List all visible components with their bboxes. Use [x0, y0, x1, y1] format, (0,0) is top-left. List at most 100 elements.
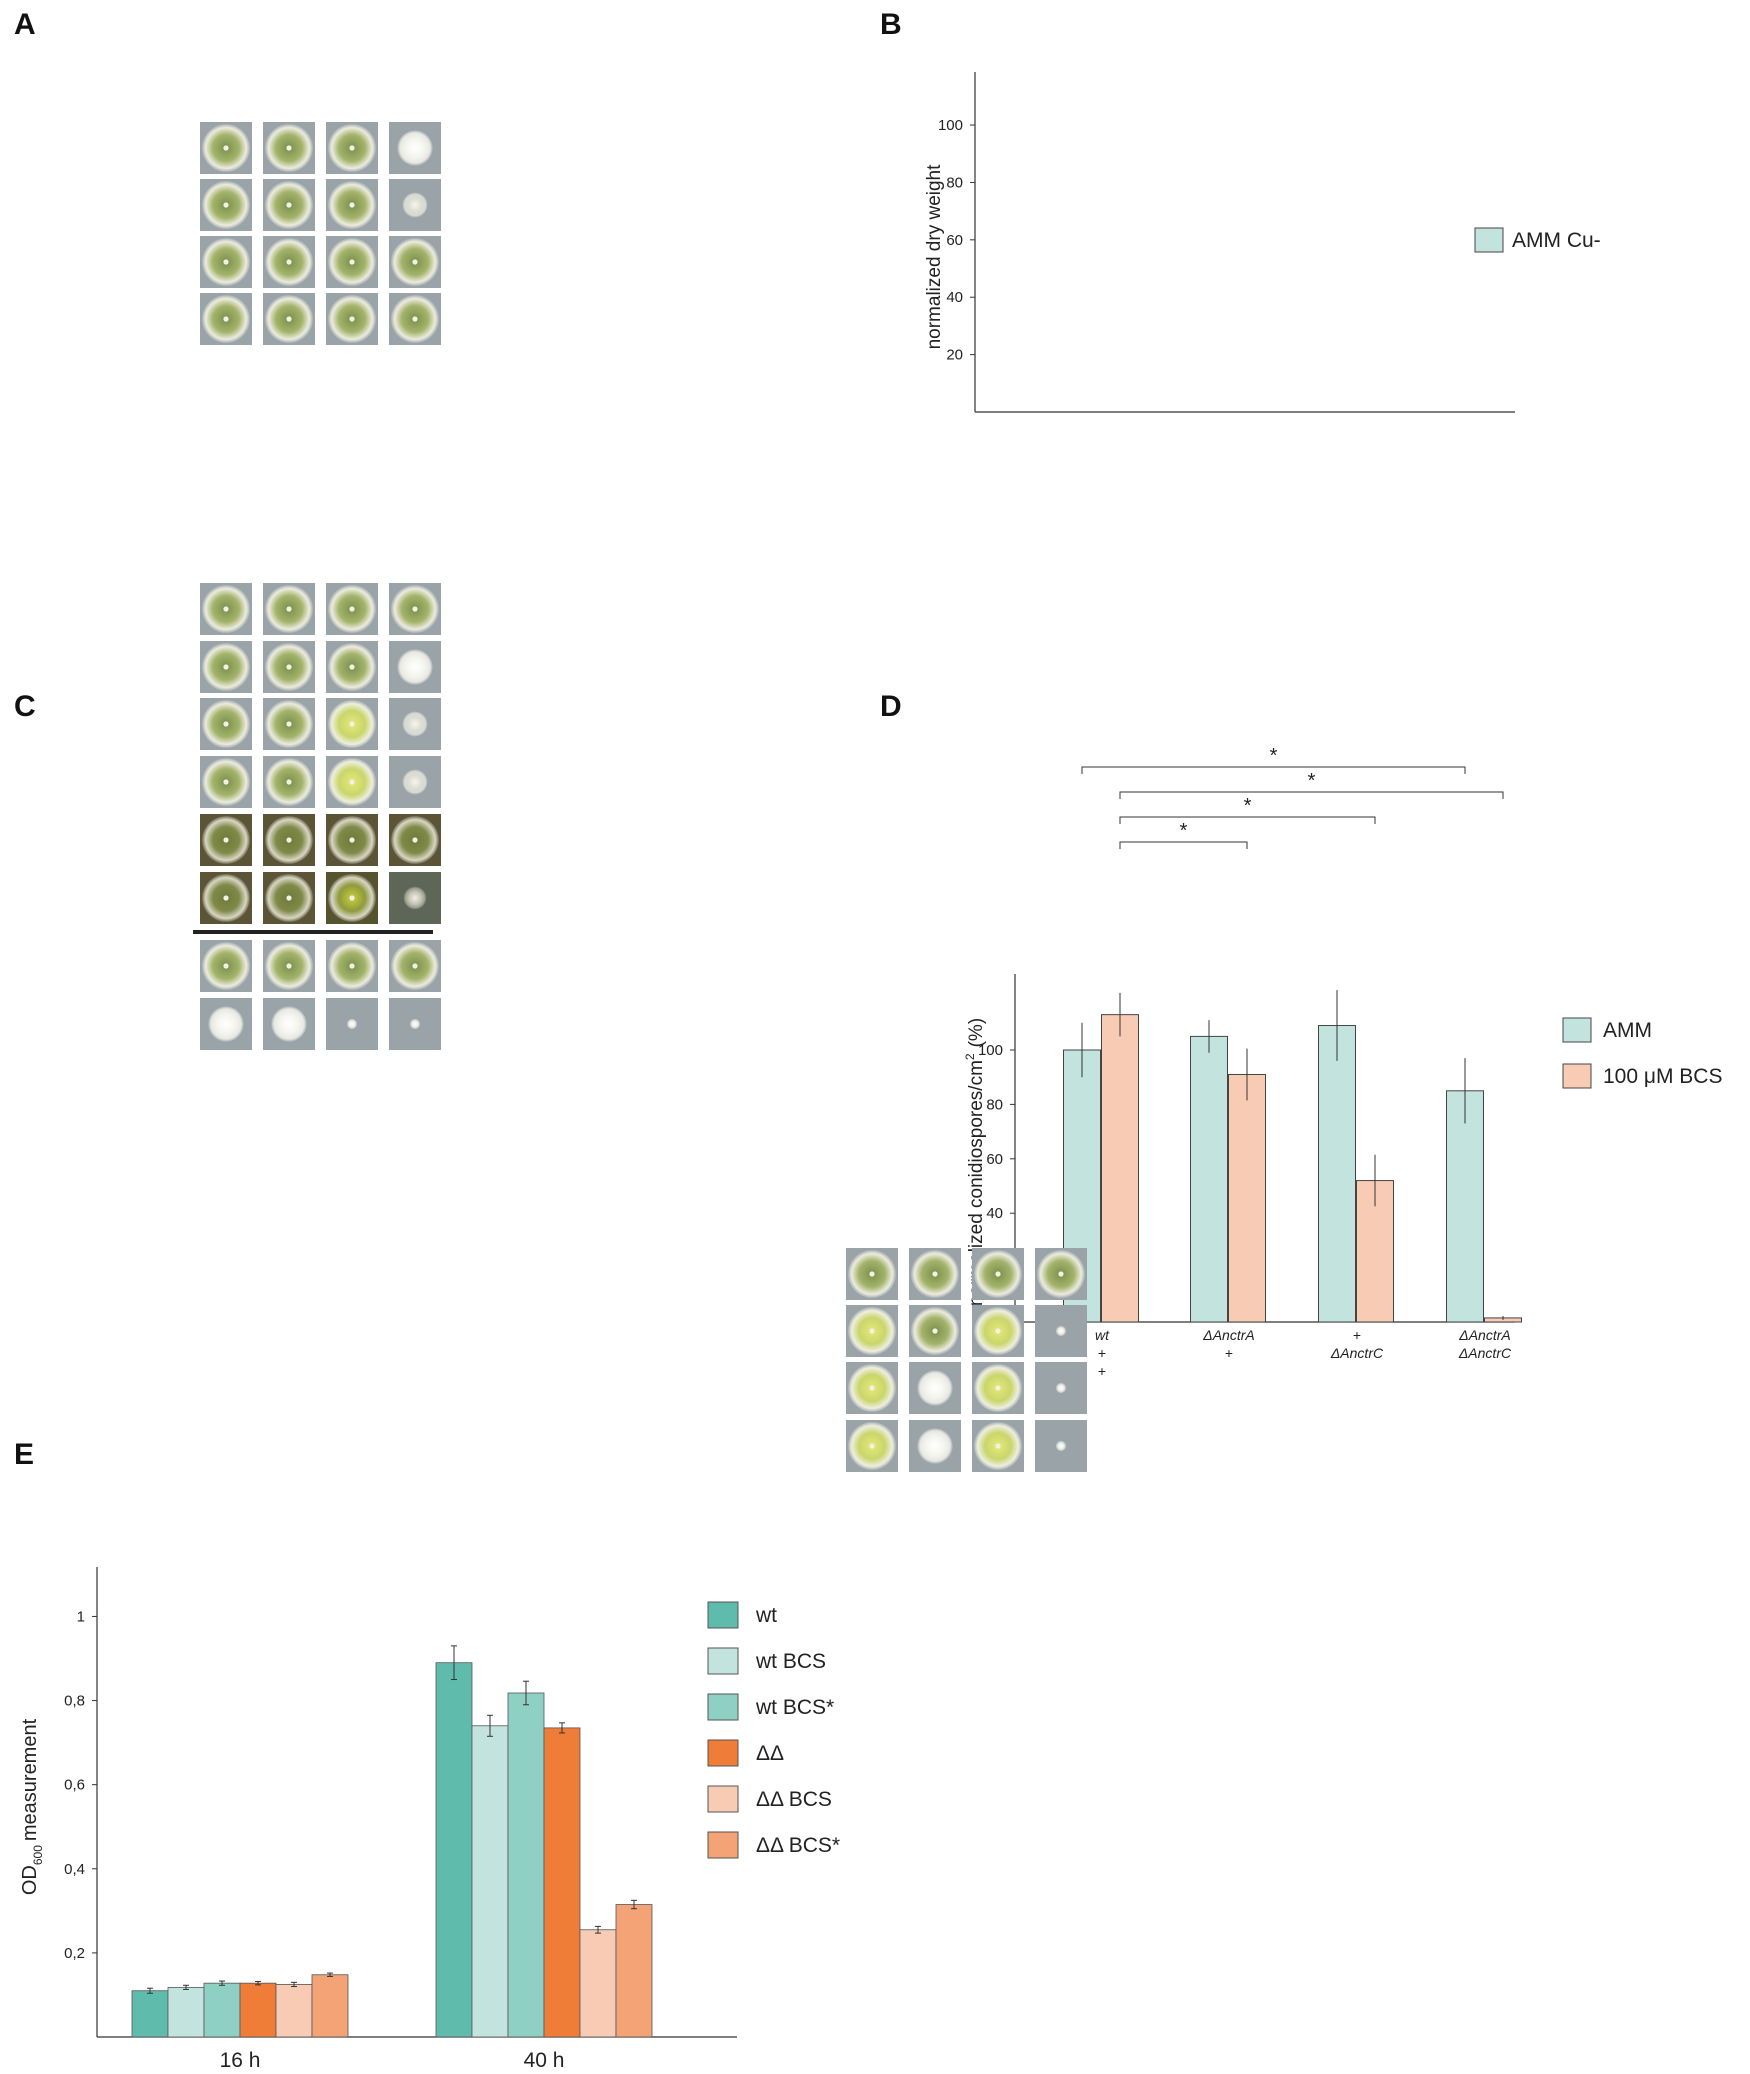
y-tick-label: 0,2 [64, 1945, 85, 1962]
x-category-label-2-1: ΔAnctrC [1330, 1345, 1384, 1361]
colony-c-r3-c3 [389, 756, 441, 808]
colony-a-r0-c2 [326, 122, 378, 174]
legend-swatch-e-4 [707, 1785, 739, 1813]
y-tick-label: 100 [938, 117, 963, 134]
bar-e-3-1 [543, 1727, 581, 2038]
panel-letter-a: A [14, 8, 36, 41]
colony-a-r2-c3 [389, 236, 441, 288]
colony-c-r3-c1 [263, 756, 315, 808]
colony-c-r7-c3 [389, 998, 441, 1050]
colony-f-r2-c1 [909, 1362, 961, 1414]
colony-a-r0-c3 [389, 122, 441, 174]
bar-e-4-1 [579, 1929, 617, 2038]
x-category-label-3-0: ΔAnctrA [1458, 1327, 1510, 1343]
colony-c-r1-c1 [263, 641, 315, 693]
bar-e-1-1 [471, 1725, 509, 2038]
bar-e-3-0 [239, 1982, 277, 2038]
legend-label-e-3: ΔΔ [756, 1742, 784, 1765]
colony-c-r2-c0 [200, 698, 252, 750]
colony-c-r6-c2 [326, 940, 378, 992]
y-tick-label: 0,6 [64, 1777, 85, 1794]
x-category-label-3-1: ΔAnctrC [1458, 1345, 1512, 1361]
significance-bracket-d-0 [1081, 766, 1466, 774]
y-axis-label: normalized dry weight [924, 164, 945, 350]
bar-e-2-1 [507, 1692, 545, 2038]
y-tick-label: 100 [978, 1042, 1003, 1059]
legend-swatch-b [1474, 227, 1504, 253]
colony-f-r1-c0 [846, 1305, 898, 1357]
y-axis-label-suffix: (%) [966, 1018, 987, 1048]
legend-swatch-e-1 [707, 1647, 739, 1675]
significance-star-d-0: * [1270, 745, 1278, 767]
x-category-label-2-0: + [1353, 1327, 1361, 1343]
legend-label-e-0: wt [755, 1604, 777, 1627]
colony-a-r3-c2 [326, 293, 378, 345]
colony-f-r3-c1 [909, 1420, 961, 1472]
y-tick-label: 60 [946, 232, 963, 249]
y-tick-label: 80 [986, 1096, 1003, 1113]
colony-c-r1-c0 [200, 641, 252, 693]
y-tick-label: 0,4 [64, 1861, 85, 1878]
y-tick-label: 20 [946, 347, 963, 364]
colony-c-r4-c1 [263, 814, 315, 866]
legend-label-d-1: 100 μM BCS [1603, 1065, 1722, 1088]
colony-c-r0-c0 [200, 583, 252, 635]
y-tick-label: 40 [986, 1205, 1003, 1222]
bar-d-1-1 [1228, 1073, 1266, 1323]
panel-letter-e: E [14, 1438, 35, 1471]
colony-f-r2-c3 [1035, 1362, 1087, 1414]
colony-a-r0-c0 [200, 122, 252, 174]
y-tick-label: 80 [946, 174, 963, 191]
colony-f-r2-c0 [846, 1362, 898, 1414]
y-axis-label-main: normalized conidiospores/cm [966, 1060, 987, 1306]
colony-c-r0-c1 [263, 583, 315, 635]
colony-c-r6-c0 [200, 940, 252, 992]
colony-a-r1-c1 [263, 179, 315, 231]
legend-label-e-1: wt BCS [755, 1650, 826, 1673]
colony-c-r3-c0 [200, 756, 252, 808]
colony-c-r2-c2 [326, 698, 378, 750]
y-tick-label: 40 [946, 289, 963, 306]
bar-e-1-0 [167, 1986, 205, 2038]
colony-c-r6-c3 [389, 940, 441, 992]
colony-c-r7-c1 [263, 998, 315, 1050]
x-category-label-0-0: wt [1095, 1327, 1110, 1343]
colony-c-r3-c2 [326, 756, 378, 808]
significance-bracket-d-1 [1119, 791, 1504, 799]
colony-a-r3-c3 [389, 293, 441, 345]
legend-label-d-0: AMM [1603, 1019, 1652, 1042]
colony-f-r0-c1 [909, 1248, 961, 1300]
colony-f-r2-c2 [972, 1362, 1024, 1414]
colony-a-r3-c0 [200, 293, 252, 345]
colony-c-r5-c2 [326, 872, 378, 924]
bar-e-4-0 [275, 1984, 313, 2038]
colony-f-r1-c3 [1035, 1305, 1087, 1357]
legend-swatch-e-2 [707, 1693, 739, 1721]
legend-swatch-d-0 [1562, 1017, 1592, 1043]
colony-c-r2-c3 [389, 698, 441, 750]
colony-a-r2-c1 [263, 236, 315, 288]
colony-c-r1-c3 [389, 641, 441, 693]
x-category-label-1: 40 h [524, 2049, 565, 2072]
colony-c-r4-c2 [326, 814, 378, 866]
colony-c-r5-c3 [389, 872, 441, 924]
colony-c-r4-c3 [389, 814, 441, 866]
bar-e-5-1 [615, 1904, 653, 2038]
significance-star-d-2: * [1244, 795, 1252, 817]
panel-letter-b: B [880, 8, 902, 41]
colony-c-r6-c1 [263, 940, 315, 992]
colony-f-r0-c3 [1035, 1248, 1087, 1300]
bar-d-1-0 [1101, 1014, 1139, 1323]
colony-a-r1-c0 [200, 179, 252, 231]
significance-star-d-1: * [1308, 770, 1316, 792]
legend-label-b: AMM Cu- [1512, 229, 1601, 252]
significance-star-d-3: * [1180, 820, 1188, 842]
bar-e-2-0 [203, 1982, 241, 2038]
legend-swatch-e-5 [707, 1831, 739, 1859]
x-category-label-0-2: + [1098, 1363, 1106, 1379]
significance-bracket-d-2 [1119, 816, 1376, 824]
y-axis-label: OD600 measurement [19, 1718, 45, 1895]
legend-label-e-2: wt BCS* [755, 1696, 834, 1719]
bar-d-0-1 [1190, 1035, 1228, 1323]
legend-swatch-e-3 [707, 1739, 739, 1767]
